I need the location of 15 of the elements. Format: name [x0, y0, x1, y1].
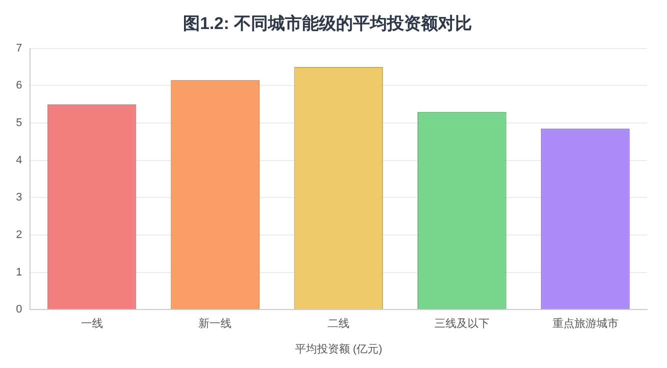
y-tick-label: 6 [16, 80, 22, 92]
x-tick-label: 三线及以下 [434, 317, 490, 330]
x-tick-label: 一线 [80, 317, 103, 330]
y-tick-label: 4 [16, 154, 22, 166]
y-tick-label: 1 [16, 266, 22, 278]
x-tick-label: 二线 [328, 317, 350, 330]
y-tick-label: 0 [16, 304, 22, 316]
x-tick-label: 重点旅游城市 [552, 317, 618, 330]
y-tick-label: 5 [16, 117, 22, 130]
chart-title: 图1.2: 不同城市能级的平均投资额对比 [182, 14, 472, 33]
x-axis-title: 平均投资额 (亿元) [294, 342, 382, 356]
y-tick-label: 7 [16, 42, 22, 54]
y-tick-label: 3 [16, 192, 22, 204]
x-tick-label: 新一线 [198, 317, 232, 330]
y-tick-label: 2 [16, 229, 22, 242]
